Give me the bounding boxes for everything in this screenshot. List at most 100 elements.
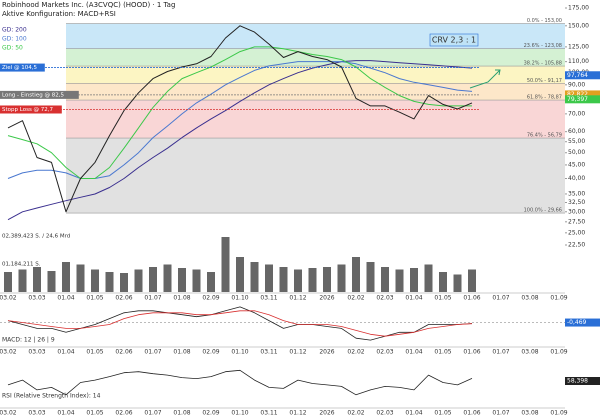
x-tick-label: 02.03 xyxy=(376,349,393,356)
volume-bar xyxy=(294,269,302,292)
x-tick-label: 2026 xyxy=(319,349,334,356)
legend-entry: GD: 50 xyxy=(2,45,23,52)
volume-label: 02,389,423 S. / 24,6 Mrd xyxy=(2,234,70,240)
x-tick-label: 02.03 xyxy=(376,410,393,417)
price-tag-label: 97,764 xyxy=(567,72,588,79)
volume-bar xyxy=(163,264,172,292)
y-tick-label: 25,00 xyxy=(568,229,585,236)
x-tick-label: 01.12 xyxy=(289,349,306,356)
x-tick-label: 01.05 xyxy=(86,295,103,302)
legend-entry: GD: 100 xyxy=(2,36,27,43)
volume-bar xyxy=(134,269,143,292)
volume-bar xyxy=(120,273,128,292)
y-tick-label: 45,00 xyxy=(568,161,585,168)
y-tick-label: 55,00 xyxy=(568,138,585,145)
macd-label: MACD: 12 | 26 | 9 xyxy=(2,337,55,344)
volume-bar xyxy=(381,267,389,292)
fib-zone xyxy=(66,138,565,214)
price-tag xyxy=(565,90,600,99)
x-tick-label: 02.09 xyxy=(202,410,219,417)
volume-bar xyxy=(4,272,12,292)
x-tick-label: 03.03 xyxy=(28,295,45,302)
rsi-label: RSI (Relative Strength Index): 14 xyxy=(2,393,101,400)
x-tick-label: 01.05 xyxy=(86,410,103,417)
axis-bg xyxy=(565,0,600,420)
y-tick-label: 50,00 xyxy=(568,149,585,156)
fib-zone xyxy=(66,23,565,49)
volume-bar xyxy=(236,257,244,292)
volume-bar xyxy=(352,257,360,292)
volume-bar xyxy=(308,268,317,292)
volume-bar xyxy=(33,267,41,292)
x-tick-label: 01.04 xyxy=(405,349,422,356)
x-tick-label: 03.08 xyxy=(521,295,538,302)
x-tick-label: 02.06 xyxy=(115,349,132,356)
volume-bar xyxy=(453,274,462,292)
x-tick-label: 01.04 xyxy=(405,295,422,302)
volume-bar xyxy=(207,272,215,292)
x-tick-label: 02.06 xyxy=(115,295,132,302)
y-tick-label: 32,50 xyxy=(568,199,585,206)
x-tick-label: 01.07 xyxy=(492,349,509,356)
x-tick-label: 01.05 xyxy=(434,349,451,356)
fib-zone xyxy=(66,83,565,101)
x-tick-label: 03.02 xyxy=(0,295,17,302)
x-tick-label: 01.05 xyxy=(86,349,103,356)
x-tick-label: 02.09 xyxy=(202,295,219,302)
x-tick-label: 02.06 xyxy=(115,410,132,417)
crv-box xyxy=(429,33,479,47)
fib-label: 76.4% - 56,79 xyxy=(527,133,562,139)
y-tick-label: 35,00 xyxy=(568,190,585,197)
x-tick-label: 02.02 xyxy=(347,410,364,417)
volume-bar xyxy=(105,272,114,292)
volume-bar xyxy=(279,267,288,292)
y-tick-label: 22,50 xyxy=(568,242,585,249)
x-tick-label: 01.08 xyxy=(173,295,190,302)
volume-bar xyxy=(250,262,259,292)
level-label: Long - Einstieg @ 82,5 xyxy=(2,92,64,98)
chart-subtitle: Aktive Konfiguration: MACD+RSI xyxy=(2,10,116,18)
x-tick-label: 02.02 xyxy=(347,295,364,302)
x-tick-label: 02.09 xyxy=(202,349,219,356)
price-tag-label: 82,822 xyxy=(567,91,588,98)
x-tick-label: 01.06 xyxy=(463,349,480,356)
x-tick-label: 01.07 xyxy=(492,410,509,417)
price-tag xyxy=(565,71,600,80)
volume-bar xyxy=(337,264,346,292)
x-tick-label: 01.06 xyxy=(463,410,480,417)
fib-label: 38.2% - 105,88 xyxy=(524,61,562,67)
volume-bar xyxy=(265,264,273,292)
volume-bar xyxy=(62,262,70,292)
x-tick-label: 03.08 xyxy=(521,349,538,356)
level-tag xyxy=(0,63,45,72)
volume-bar xyxy=(76,264,85,292)
x-tick-label: 01.08 xyxy=(173,410,190,417)
price-tag-label: 79,397 xyxy=(567,96,588,103)
x-tick-label: 03.11 xyxy=(260,349,277,356)
y-tick-label: 150,00 xyxy=(568,22,589,29)
level-label: Ziel @ 104,5 xyxy=(2,65,37,71)
x-tick-label: 03.08 xyxy=(521,410,538,417)
level-tag xyxy=(0,105,62,114)
x-tick-label: 03.11 xyxy=(260,295,277,302)
fib-label: 100.0% - 29,66 xyxy=(524,208,562,214)
y-tick-label: 125,00 xyxy=(568,43,589,50)
volume-label: 01,184,211 S. xyxy=(2,262,41,268)
x-tick-label: 01.10 xyxy=(231,295,248,302)
y-tick-label: 175,00 xyxy=(568,5,589,12)
level-label: Stopp Loss @ 72,7 xyxy=(2,107,54,113)
target-arrow xyxy=(469,69,501,89)
x-tick-label: 01.10 xyxy=(231,349,248,356)
x-tick-label: 03.02 xyxy=(0,410,17,417)
y-tick-label: 40,00 xyxy=(568,175,585,182)
volume-bar xyxy=(323,267,331,292)
volume-bar xyxy=(410,268,418,292)
y-tick-label: 30,00 xyxy=(568,208,585,215)
moving-average xyxy=(7,60,473,221)
x-tick-label: 03.02 xyxy=(0,349,17,356)
x-tick-label: 03.03 xyxy=(28,349,45,356)
y-tick-label: 60,00 xyxy=(568,128,585,135)
volume-bar xyxy=(91,269,99,292)
x-tick-label: 01.04 xyxy=(57,349,74,356)
x-tick-label: 2026 xyxy=(319,295,334,302)
